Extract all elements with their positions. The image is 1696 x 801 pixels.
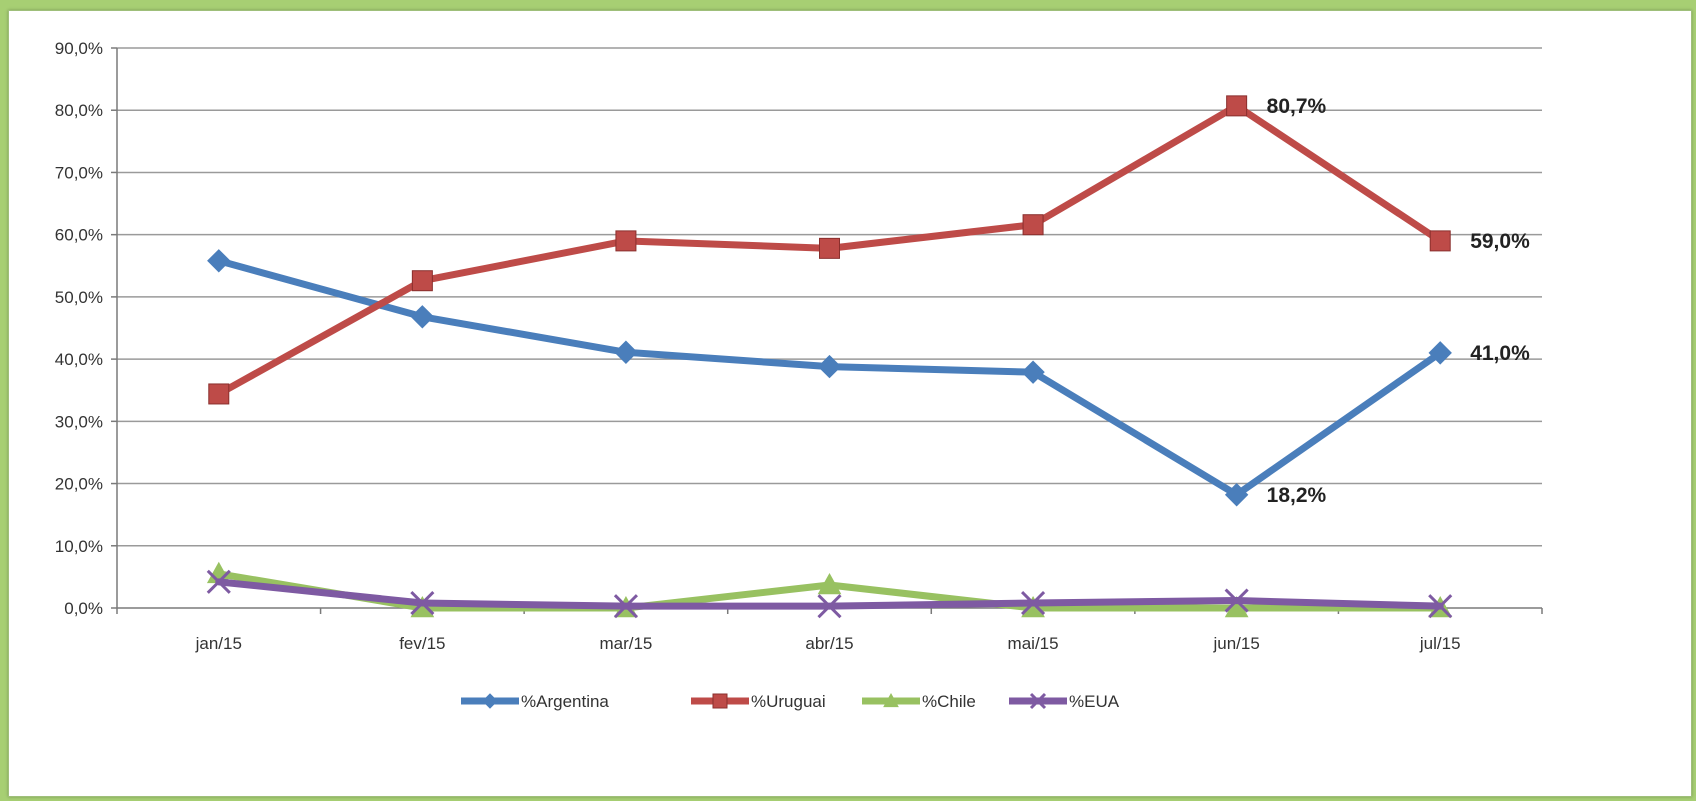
x-tick-label: fev/15 <box>399 634 445 653</box>
y-tick-label: 80,0% <box>55 101 103 120</box>
y-tick-label: 0,0% <box>64 599 103 618</box>
data-labels: 80,7% 59,0% 41,0% 18,2% <box>1267 95 1530 507</box>
legend-label: %Chile <box>922 692 976 711</box>
legend-label: %Argentina <box>521 692 609 711</box>
series-lines <box>206 95 1453 619</box>
marker-stroke <box>206 569 231 594</box>
series-eua <box>206 569 1453 619</box>
data-point-argentina <box>1021 360 1045 384</box>
marker-stroke <box>613 594 638 619</box>
data-point-argentina <box>1224 483 1249 507</box>
x-tick-label: jan/15 <box>195 634 242 653</box>
legend-swatch-marker <box>482 693 498 709</box>
y-tick-label: 90,0% <box>55 39 103 58</box>
data-point-uruguai <box>1022 214 1044 236</box>
gridlines <box>117 47 1542 547</box>
data-label: 41,0% <box>1470 342 1530 365</box>
y-axis-ticks: 0,0% 10,0% 20,0% 30,0% 40,0% 50,0% 60,0% 70,0% 8… <box>55 39 103 618</box>
series-argentina <box>207 249 1452 507</box>
data-point-uruguai <box>1429 230 1451 252</box>
x-tick-label: jun/15 <box>1212 634 1259 653</box>
y-tick-label: 10,0% <box>55 537 103 556</box>
data-point-eua <box>1224 588 1249 613</box>
data-point-uruguai <box>615 230 637 252</box>
data-point-argentina <box>207 249 231 273</box>
data-point-eua <box>206 569 231 594</box>
x-tick-label: jul/15 <box>1419 634 1461 653</box>
marker-stroke <box>1021 590 1046 616</box>
legend-swatch-marker <box>1029 692 1047 710</box>
data-point-argentina <box>1428 341 1452 365</box>
data-point-uruguai <box>1226 95 1248 117</box>
line-chart: 0,0% 10,0% 20,0% 30,0% 40,0% 50,0% 60,0% 70,0% 8… <box>55 39 1543 711</box>
data-point-eua <box>410 590 435 616</box>
marker-stroke <box>410 590 435 616</box>
data-point-argentina <box>817 354 842 379</box>
data-point-uruguai <box>819 237 840 259</box>
y-tick-label: 20,0% <box>55 475 103 494</box>
data-point-uruguai <box>208 383 230 405</box>
legend: %Argentina %Uruguai %Chile %EUA <box>461 692 1120 711</box>
x-tick-label: mar/15 <box>599 634 652 653</box>
x-tick-label: mai/15 <box>1008 634 1059 653</box>
marker-stroke <box>1428 594 1453 619</box>
y-tick-label: 60,0% <box>55 226 103 245</box>
data-point-eua <box>817 594 842 619</box>
marker-stroke <box>1224 588 1249 613</box>
marker-stroke <box>817 594 842 619</box>
x-tick-label: abr/15 <box>805 634 853 653</box>
x-axis-ticks: jan/15 fev/15 mar/15 abr/15 mai/15 jun/15 jul/… <box>195 634 1461 653</box>
data-point-uruguai <box>411 270 433 292</box>
data-label: 18,2% <box>1267 484 1327 507</box>
data-point-argentina <box>410 305 435 329</box>
legend-swatch-marker <box>712 693 728 709</box>
legend-swatch-marker <box>883 692 899 708</box>
data-point-eua <box>1428 594 1453 619</box>
legend-item-uruguai: %Uruguai <box>691 692 826 711</box>
legend-label: %Uruguai <box>751 692 826 711</box>
chart-panel: 0,0% 10,0% 20,0% 30,0% 40,0% 50,0% 60,0% 70,0% 8… <box>8 10 1692 797</box>
y-tick-label: 40,0% <box>55 350 103 369</box>
marker-stroke <box>1029 692 1047 710</box>
series-uruguai <box>208 95 1451 405</box>
legend-item-chile: %Chile <box>862 692 976 711</box>
data-label: 59,0% <box>1470 230 1530 253</box>
data-point-eua <box>1021 590 1046 616</box>
legend-item-argentina: %Argentina <box>461 692 609 711</box>
data-point-eua <box>613 594 638 619</box>
legend-label: %EUA <box>1069 692 1120 711</box>
y-tick-label: 70,0% <box>55 163 103 182</box>
y-tick-label: 30,0% <box>55 412 103 431</box>
data-point-argentina <box>614 340 638 364</box>
data-label: 80,7% <box>1267 95 1327 118</box>
data-point-chile <box>817 572 842 595</box>
legend-item-eua: %EUA <box>1009 692 1120 711</box>
y-tick-label: 50,0% <box>55 288 103 307</box>
